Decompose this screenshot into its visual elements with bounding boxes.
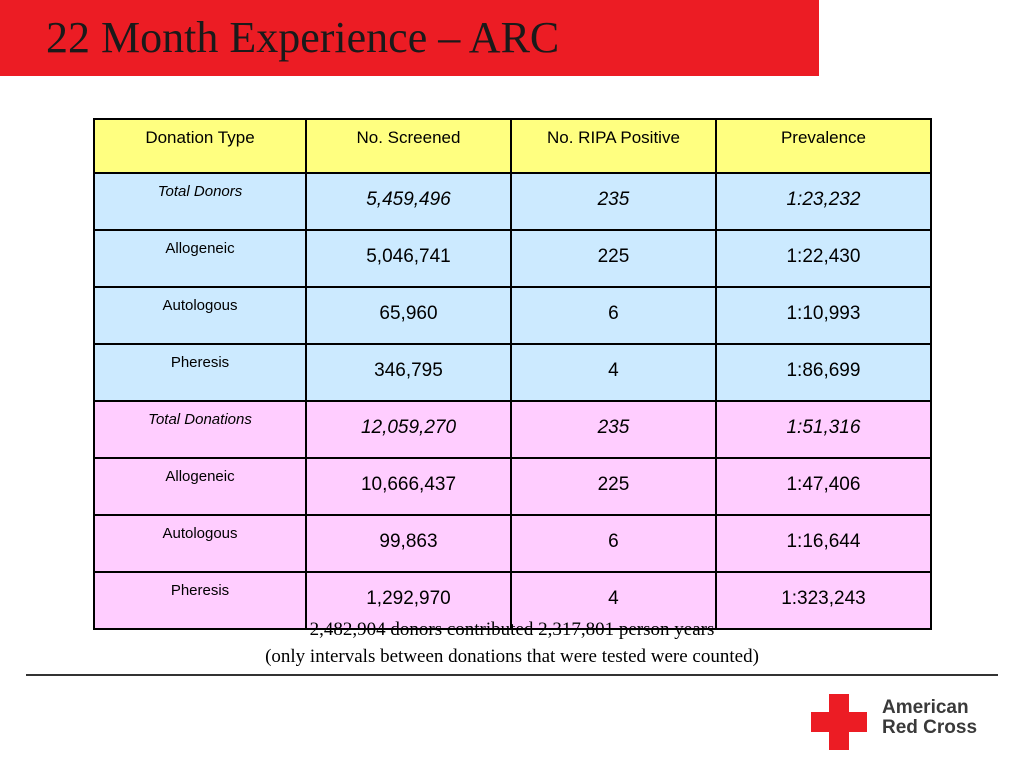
cell-prevalence: 1:16,644 (714, 514, 933, 573)
logo-wordmark: American Red Cross (882, 698, 977, 738)
cell-screened: 65,960 (305, 286, 512, 345)
red-cross-logo: American Red Cross (811, 694, 1011, 754)
cell-prevalence: 1:22,430 (714, 229, 933, 288)
cell-donation-type: Autologous (93, 514, 307, 573)
table-row: Allogeneic 10,666,437 225 1:47,406 (93, 457, 933, 516)
header-no-screened: No. Screened (305, 118, 512, 174)
table-row: Pheresis 1,292,970 4 1:323,243 (93, 571, 933, 630)
divider (26, 674, 998, 676)
table-row: Total Donors 5,459,496 235 1:23,232 (93, 172, 933, 231)
cell-positive: 225 (509, 229, 717, 288)
header-donation-type: Donation Type (93, 118, 307, 174)
cell-positive: 6 (509, 514, 717, 573)
cell-screened: 5,459,496 (305, 172, 512, 231)
cell-donation-type: Allogeneic (93, 229, 307, 288)
cell-donation-type: Total Donors (93, 172, 307, 231)
cell-prevalence: 1:86,699 (714, 343, 933, 402)
footnote-line-1: 2,482,904 donors contributed 2,317,801 p… (309, 619, 715, 640)
cell-positive: 6 (509, 286, 717, 345)
cell-screened: 10,666,437 (305, 457, 512, 516)
cell-prevalence: 1:23,232 (714, 172, 933, 231)
cell-positive: 4 (509, 571, 717, 630)
footnote: 2,482,904 donors contributed 2,317,801 p… (0, 616, 1024, 670)
logo-line-2: Red Cross (882, 717, 978, 738)
cell-positive: 225 (509, 457, 717, 516)
cell-prevalence: 1:51,316 (714, 400, 933, 459)
cell-screened: 346,795 (305, 343, 512, 402)
cell-donation-type: Allogeneic (93, 457, 307, 516)
results-table: Donation Type No. Screened No. RIPA Posi… (93, 118, 933, 630)
title-bar: 22 Month Experience – ARC (0, 0, 819, 76)
cell-donation-type: Pheresis (93, 571, 307, 630)
cell-donation-type: Autologous (93, 286, 307, 345)
cell-prevalence: 1:47,406 (714, 457, 933, 516)
cell-donation-type: Total Donations (93, 400, 307, 459)
logo-line-1: American (882, 697, 969, 718)
table-row: Autologous 65,960 6 1:10,993 (93, 286, 933, 345)
table-row: Autologous 99,863 6 1:16,644 (93, 514, 933, 573)
footnote-line-2: (only intervals between donations that w… (265, 646, 759, 667)
cell-donation-type: Pheresis (93, 343, 307, 402)
cell-screened: 99,863 (305, 514, 512, 573)
cell-positive: 4 (509, 343, 717, 402)
cell-screened: 12,059,270 (305, 400, 512, 459)
table-row: Allogeneic 5,046,741 225 1:22,430 (93, 229, 933, 288)
cell-positive: 235 (509, 400, 717, 459)
header-prevalence: Prevalence (714, 118, 933, 174)
cell-prevalence: 1:10,993 (714, 286, 933, 345)
table-header-row: Donation Type No. Screened No. RIPA Posi… (93, 118, 933, 174)
cell-screened: 5,046,741 (305, 229, 512, 288)
cell-prevalence: 1:323,243 (714, 571, 933, 630)
table-row: Total Donations 12,059,270 235 1:51,316 (93, 400, 933, 459)
slide-title: 22 Month Experience – ARC (46, 13, 560, 62)
header-ripa-positive: No. RIPA Positive (509, 118, 717, 174)
table-row: Pheresis 346,795 4 1:86,699 (93, 343, 933, 402)
red-cross-icon (811, 694, 867, 750)
cell-positive: 235 (509, 172, 717, 231)
cell-screened: 1,292,970 (305, 571, 512, 630)
